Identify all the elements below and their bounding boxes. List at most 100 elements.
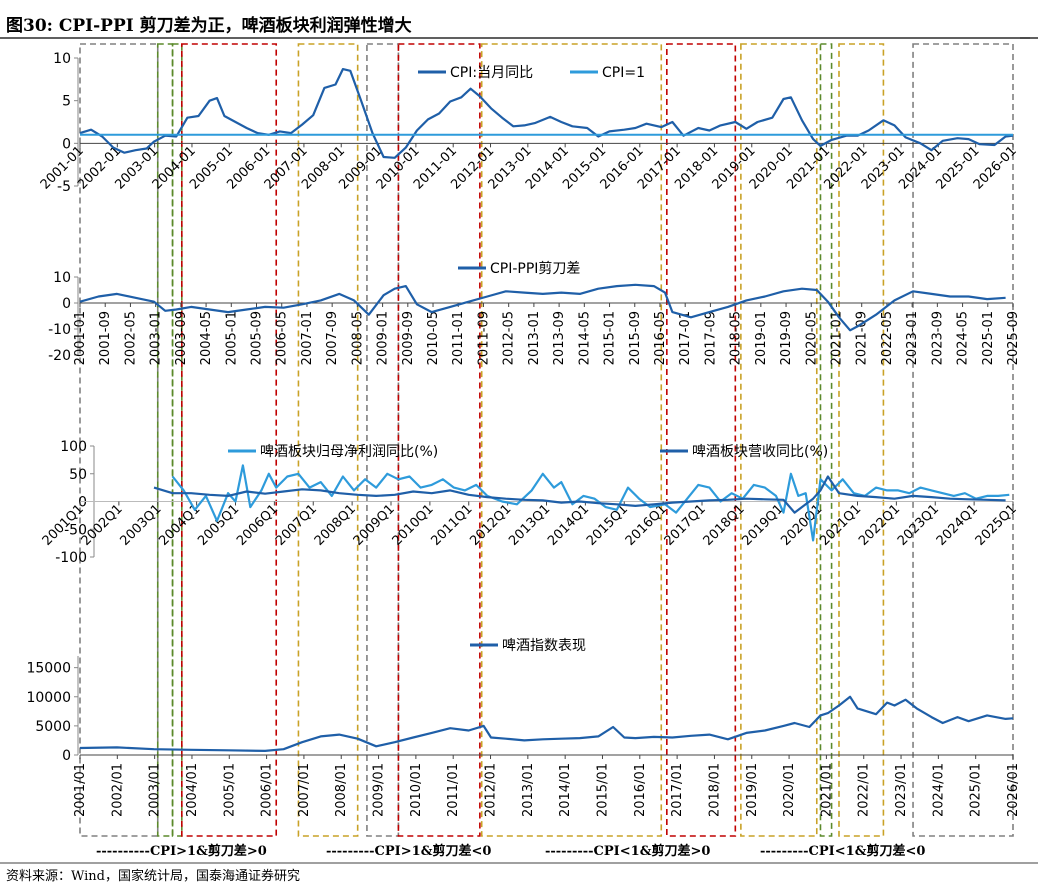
y-tick-label-1-2: -10: [48, 322, 71, 338]
regime-box-11: [838, 43, 885, 837]
x-tick-label-1-20: 2014-05: [577, 311, 592, 365]
series-line-1-0: [79, 283, 1006, 332]
x-tick-label-2-4: 2005Q1: [195, 502, 242, 549]
y-tick-label-2-1: 50: [69, 467, 87, 483]
regime-box-12: [912, 43, 1014, 837]
x-tick-label-3-25: 2026/01: [1006, 763, 1021, 817]
x-tick-label-1-12: 2009-01: [376, 311, 391, 365]
series-line-3-0: [79, 695, 1014, 753]
x-tick-label-1-14: 2010-05: [426, 311, 441, 365]
legend-label-0-1: CPI=1: [602, 65, 645, 81]
x-tick-label-2-16: 2017Q1: [662, 502, 709, 549]
y-tick-label-3-2: 5000: [35, 719, 71, 735]
regime-legend: ----------CPI>1&剪刀差>0 ---------CPI>1&剪刀差…: [96, 843, 925, 859]
x-tick-label-1-33: 2023-01: [905, 311, 920, 365]
x-tick-label-3-5: 2006/01: [260, 763, 275, 817]
x-tick-label-2-13: 2014Q1: [545, 502, 592, 549]
x-tick-label-3-3: 2004/01: [185, 763, 200, 817]
x-tick-label-3-22: 2023/01: [894, 763, 909, 817]
y-tick-label-2-3: -50: [64, 522, 87, 538]
y-tick-label-2-4: -100: [55, 550, 87, 566]
x-tick-label-3-0: 2001/01: [73, 763, 88, 817]
x-tick-label-1-21: 2015-01: [603, 311, 618, 365]
legend-label-3-0: 啤酒指数表现: [502, 638, 586, 654]
regime-box-6: [397, 43, 481, 837]
regime-box-2: [171, 43, 183, 837]
x-tick-label-1-6: 2005-01: [224, 311, 239, 365]
x-tick-label-3-8: 2009/01: [372, 763, 387, 817]
y-tick-label-0-3: -5: [57, 179, 71, 195]
regime-legend-b: ---------CPI>1&剪刀差<0: [326, 843, 491, 859]
x-tick-label-3-7: 2008/01: [334, 763, 349, 817]
x-tick-label-1-34: 2023-09: [930, 311, 945, 365]
x-tick-label-1-35: 2024-05: [956, 311, 971, 365]
x-tick-label-3-4: 2005/01: [222, 763, 237, 817]
figure-title: 图30: CPI-PPI 剪刀差为正，啤酒板块利润弹性增大: [6, 15, 412, 36]
x-tick-label-2-15: 2016Q1: [623, 502, 670, 549]
x-tick-label-3-24: 2025/01: [969, 763, 984, 817]
x-tick-label-3-12: 2013/01: [521, 763, 536, 817]
source-note: 资料来源：Wind，国家统计局，国泰海通证券研究: [6, 868, 300, 884]
regime-legend-a: ----------CPI>1&剪刀差>0: [96, 843, 267, 859]
regime-box-8: [666, 43, 737, 837]
x-tick-label-2-21: 2022Q1: [856, 502, 903, 549]
x-tick-label-1-0: 2001-01: [73, 311, 88, 365]
regime-legend-c: ---------CPI<1&剪刀差>0: [545, 843, 710, 859]
x-tick-label-3-13: 2014/01: [558, 763, 573, 817]
x-tick-label-1-1: 2001-09: [98, 311, 113, 365]
x-tick-label-2-11: 2012Q1: [467, 502, 514, 549]
y-tick-label-0-0: 10: [53, 51, 71, 67]
regime-box-0: [79, 43, 159, 837]
x-tick-label-1-7: 2005-09: [250, 311, 265, 365]
x-tick-label-1-3: 2003-01: [149, 311, 164, 365]
y-tick-label-2-0: 100: [60, 439, 87, 455]
y-tick-label-3-0: 15000: [26, 661, 71, 677]
x-tick-label-1-23: 2016-05: [653, 311, 668, 365]
x-tick-label-1-16: 2011-09: [476, 311, 491, 365]
x-tick-label-2-5: 2006Q1: [234, 502, 281, 549]
x-tick-label-1-9: 2007-01: [300, 311, 315, 365]
panel-beer-profit-revenue: 100500-50-1002001Q12002Q12003Q12004Q1200…: [40, 439, 1020, 566]
x-tick-label-2-19: 2020Q1: [778, 502, 825, 549]
x-tick-label-1-4: 2003-09: [174, 311, 189, 365]
x-tick-label-3-14: 2015/01: [595, 763, 610, 817]
regime-box-4: [297, 43, 359, 837]
x-tick-label-2-10: 2011Q1: [428, 502, 475, 549]
x-tick-label-2-14: 2015Q1: [584, 502, 631, 549]
x-tick-label-3-18: 2019/01: [745, 763, 760, 817]
y-tick-label-1-0: 10: [53, 270, 71, 286]
legend-label-0-0: CPI:当月同比: [450, 65, 533, 81]
x-tick-label-1-10: 2007-09: [325, 311, 340, 365]
x-tick-label-2-9: 2010Q1: [390, 502, 437, 549]
x-tick-label-1-26: 2018-05: [729, 311, 744, 365]
panel-cpi: 1050-52001-012002-012003-012004-012005-0…: [38, 51, 1020, 195]
x-tick-label-3-6: 2007/01: [297, 763, 312, 817]
x-tick-label-1-8: 2006-05: [275, 311, 290, 365]
y-tick-label-0-2: 0: [62, 136, 71, 152]
regime-box-9: [740, 43, 818, 837]
x-tick-label-1-32: 2022-05: [880, 311, 895, 365]
regime-box-5: [366, 43, 400, 837]
x-tick-label-2-22: 2023Q1: [895, 502, 942, 549]
x-tick-label-2-18: 2019Q1: [739, 502, 786, 549]
x-tick-label-3-21: 2022/01: [857, 763, 872, 817]
x-tick-label-3-1: 2002/01: [110, 763, 125, 817]
x-tick-label-3-17: 2018/01: [707, 763, 722, 817]
legend-label-2-0: 啤酒板块归母净利润同比(%): [260, 443, 438, 460]
legend-label-2-1: 啤酒板块营收同比(%): [692, 444, 828, 460]
x-tick-label-1-13: 2009-09: [401, 311, 416, 365]
regime-box-7: [480, 43, 663, 837]
x-tick-label-1-18: 2013-01: [527, 311, 542, 365]
x-tick-label-1-27: 2019-01: [754, 311, 769, 365]
x-tick-label-1-19: 2013-09: [552, 311, 567, 365]
regime-box-1: [156, 43, 174, 837]
y-tick-label-3-3: 0: [62, 748, 71, 764]
x-tick-label-3-20: 2021/01: [819, 763, 834, 817]
y-tick-label-2-2: 0: [78, 495, 87, 511]
y-tick-label-1-3: -20: [48, 348, 71, 364]
x-tick-label-1-29: 2020-05: [804, 311, 819, 365]
x-tick-label-3-11: 2012/01: [484, 763, 499, 817]
x-tick-label-1-30: 2021-01: [829, 311, 844, 365]
